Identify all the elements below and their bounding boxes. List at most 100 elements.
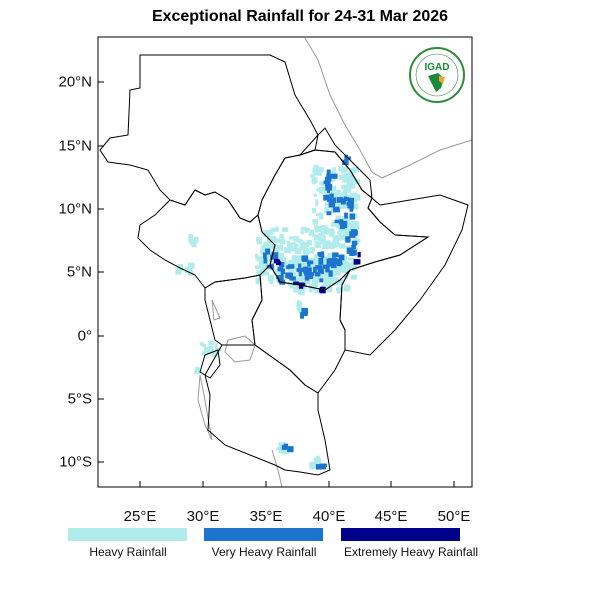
heavy-rainfall-cell: [330, 206, 335, 214]
legend-swatch-extremely-heavy: [341, 528, 460, 541]
heavy-rainfall-cell: [299, 278, 304, 285]
very-heavy-rainfall-cell: [326, 211, 332, 216]
heavy-rainfall-cell: [311, 257, 318, 265]
heavy-rainfall-cell: [266, 258, 273, 263]
very-heavy-rainfall-cell: [328, 204, 335, 208]
very-heavy-rainfall-cell: [349, 213, 356, 220]
heavy-rainfall-cell: [337, 231, 341, 235]
heavy-rainfall-cell: [321, 225, 328, 230]
heavy-rainfall-cell: [298, 288, 305, 296]
very-heavy-rainfall-cell: [339, 219, 344, 223]
lon-label: 25°E: [123, 508, 157, 525]
legend-label-very-heavy: Very Heavy Rainfall: [211, 545, 317, 559]
heavy-rainfall-cell: [269, 274, 275, 281]
heavy-rainfall-cell: [308, 250, 314, 254]
very-heavy-rainfall-cell: [329, 193, 334, 198]
very-heavy-rainfall-cell: [279, 275, 284, 283]
heavy-rainfall-cell: [332, 167, 336, 174]
very-heavy-rainfall-cell: [307, 260, 311, 267]
heavy-rainfall-cell: [193, 236, 199, 243]
heavy-rainfall-cell: [187, 271, 192, 276]
lat-label: 0°: [77, 327, 92, 345]
heavy-rainfall-cell: [336, 266, 344, 273]
very-heavy-rainfall-cell: [298, 271, 302, 277]
heavy-rainfall-cell: [211, 351, 218, 357]
heavy-rainfall-cell: [349, 168, 356, 173]
heavy-rainfall-cell: [308, 288, 314, 293]
heavy-rainfall-cell: [288, 282, 292, 287]
heavy-rainfall-cell: [279, 238, 286, 245]
heavy-rainfall-cell: [177, 264, 183, 269]
very-heavy-rainfall-cell: [342, 159, 349, 165]
very-heavy-rainfall-cell: [325, 180, 331, 187]
heavy-rainfall-cell: [279, 234, 284, 239]
heavy-rainfall-cell: [352, 203, 359, 210]
heavy-rainfall-cell: [175, 269, 182, 275]
very-heavy-rainfall-cell: [308, 272, 315, 276]
heavy-rainfall-cell: [303, 249, 310, 256]
heavy-rainfall-cell: [268, 242, 272, 247]
heavy-rainfall-cell: [304, 277, 311, 285]
heavy-rainfall-cell: [315, 168, 319, 175]
heavy-rainfall-cell: [346, 265, 353, 272]
legend-swatch-heavy: [68, 528, 187, 541]
very-heavy-rainfall-cell: [349, 249, 355, 256]
very-heavy-rainfall-cell: [351, 240, 358, 246]
heavy-rainfall-cell: [255, 253, 259, 259]
heavy-rainfall-cell: [314, 241, 322, 249]
heavy-rainfall-cell: [343, 166, 348, 172]
heavy-rainfall-cell: [260, 246, 264, 254]
very-heavy-rainfall-cell: [306, 267, 312, 274]
very-heavy-rainfall-cell: [277, 266, 284, 272]
heavy-rainfall-cell: [300, 244, 307, 251]
very-heavy-rainfall-cell: [332, 252, 339, 258]
very-heavy-rainfall-cell: [326, 197, 333, 202]
heavy-rainfall-cell: [284, 261, 288, 267]
very-heavy-rainfall-cell: [320, 268, 324, 275]
very-heavy-rainfall-cell: [315, 265, 323, 270]
heavy-rainfall-cell: [291, 242, 297, 246]
very-heavy-rainfall-cell: [281, 445, 287, 450]
heavy-rainfall-cell: [343, 266, 349, 274]
heavy-rainfall-cell: [203, 346, 211, 354]
heavy-rainfall-cell: [354, 238, 361, 243]
somalia-border: [339, 194, 469, 356]
legend-label-heavy: Heavy Rainfall: [89, 545, 167, 559]
legend-swatch-very-heavy: [204, 528, 323, 541]
heavy-rainfall-cell: [313, 165, 319, 170]
heavy-rainfall-cell: [300, 226, 307, 231]
very-heavy-rainfall-cell: [307, 273, 314, 279]
very-heavy-rainfall-cell: [315, 271, 321, 277]
sudan-border: [99, 54, 319, 223]
heavy-rainfall-cell: [280, 447, 287, 454]
very-heavy-rainfall-cell: [286, 265, 290, 270]
very-heavy-rainfall-cell: [331, 173, 338, 179]
heavy-rainfall-cell: [319, 212, 324, 218]
arabia-coastline: [304, 37, 473, 179]
heavy-rainfall-cell: [296, 307, 303, 311]
heavy-rainfall-cell: [343, 202, 350, 209]
very-heavy-rainfall-cell: [266, 264, 273, 269]
legend-label-extremely-heavy: Extremely Heavy Rainfall: [343, 545, 479, 559]
lake-malawi: [271, 449, 283, 488]
heavy-rainfall-cell: [296, 238, 302, 243]
heavy-rainfall-cell: [274, 249, 280, 255]
extremely-heavy-rainfall-cell: [319, 286, 326, 291]
heavy-rainfall-cell: [315, 199, 319, 206]
very-heavy-rainfall-cell: [265, 248, 271, 255]
heavy-rainfall-cell: [259, 265, 267, 273]
very-heavy-rainfall-cell: [338, 254, 345, 261]
very-heavy-rainfall-cell: [271, 252, 279, 260]
heavy-rainfall-cell: [318, 225, 324, 230]
very-heavy-rainfall-cell: [303, 271, 309, 276]
heavy-rainfall-cell: [285, 249, 292, 254]
heavy-rainfall-cell: [324, 278, 331, 285]
heavy-rainfall-cell: [261, 244, 267, 250]
heavy-rainfall-cell: [293, 236, 299, 242]
lat-label: 20°N: [58, 73, 92, 91]
heavy-rainfall-cell: [322, 256, 330, 261]
heavy-rainfall-cell: [268, 231, 274, 235]
heavy-rainfall-cell: [263, 241, 269, 247]
very-heavy-rainfall-cell: [337, 197, 343, 202]
heavy-rainfall-cell: [347, 257, 355, 261]
